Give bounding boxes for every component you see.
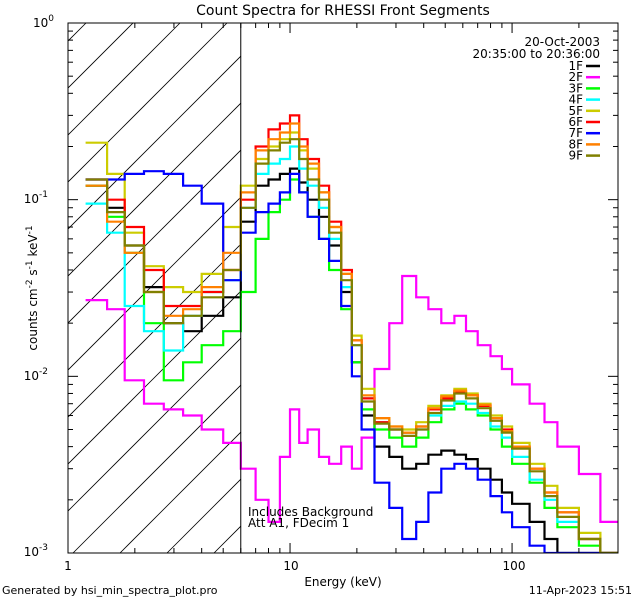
legend-label-9F: 9F <box>568 149 583 163</box>
hatch-line <box>72 384 241 553</box>
legend-label-8F: 8F <box>568 137 583 151</box>
axis-ticks <box>67 22 619 554</box>
chart-title: Count Spectra for RHESSI Front Segments <box>196 3 490 19</box>
legend-label-2F: 2F <box>568 70 583 84</box>
series-line-3F <box>85 178 618 553</box>
series-line-2F <box>85 274 618 523</box>
legend-label-5F: 5F <box>568 104 583 118</box>
annotation-attenuator: Att A1, FDecim 1 <box>248 516 349 530</box>
hatch-line <box>402 23 640 553</box>
series-line-9F <box>85 138 618 553</box>
series-group <box>85 114 618 553</box>
hatch-line <box>68 102 241 277</box>
series-line-8F <box>85 122 618 553</box>
hatch-line <box>119 431 241 553</box>
legend-label-4F: 4F <box>568 93 583 107</box>
legend-label-1F: 1F <box>568 59 583 73</box>
y-tick-label-0.01: 10-2 <box>24 367 48 383</box>
y-axis-label: counts cm-2 s-1 keV-1 <box>25 225 40 350</box>
y-tick-label-1: 100 <box>33 14 54 30</box>
hatch-line <box>68 23 134 89</box>
x-tick-label-1: 1 <box>64 559 72 573</box>
series-line-5F <box>85 131 618 553</box>
footer-generated-by: Generated by hsi_min_spectra_plot.pro <box>2 584 218 597</box>
hatch-line <box>68 337 241 512</box>
hatch-line <box>68 149 241 324</box>
hatch-line <box>68 55 241 230</box>
legend-label-3F: 3F <box>568 81 583 95</box>
time-range-label: 20:35:00 to 20:36:00 <box>473 47 600 61</box>
x-tick-label-10: 10 <box>283 559 298 573</box>
annotation-background: Includes Background <box>248 505 373 519</box>
legend-label-6F: 6F <box>568 115 583 129</box>
hatch-line <box>68 243 241 418</box>
x-tick-label-100: 100 <box>503 559 526 573</box>
series-line-7F <box>85 170 618 553</box>
y-tick-label-0.001: 10-3 <box>24 543 48 559</box>
x-axis-label: Energy (keV) <box>304 575 381 589</box>
date-label: 20-Oct-2003 <box>524 35 600 49</box>
hatch-line <box>68 23 181 136</box>
hatch-line <box>68 23 87 42</box>
legend-label-7F: 7F <box>568 126 583 140</box>
hatch-line <box>68 23 228 183</box>
footer-timestamp: 11-Apr-2023 15:51 <box>528 584 632 597</box>
y-tick-label-0.1: 10-1 <box>24 190 48 206</box>
plot-frame <box>67 22 619 554</box>
